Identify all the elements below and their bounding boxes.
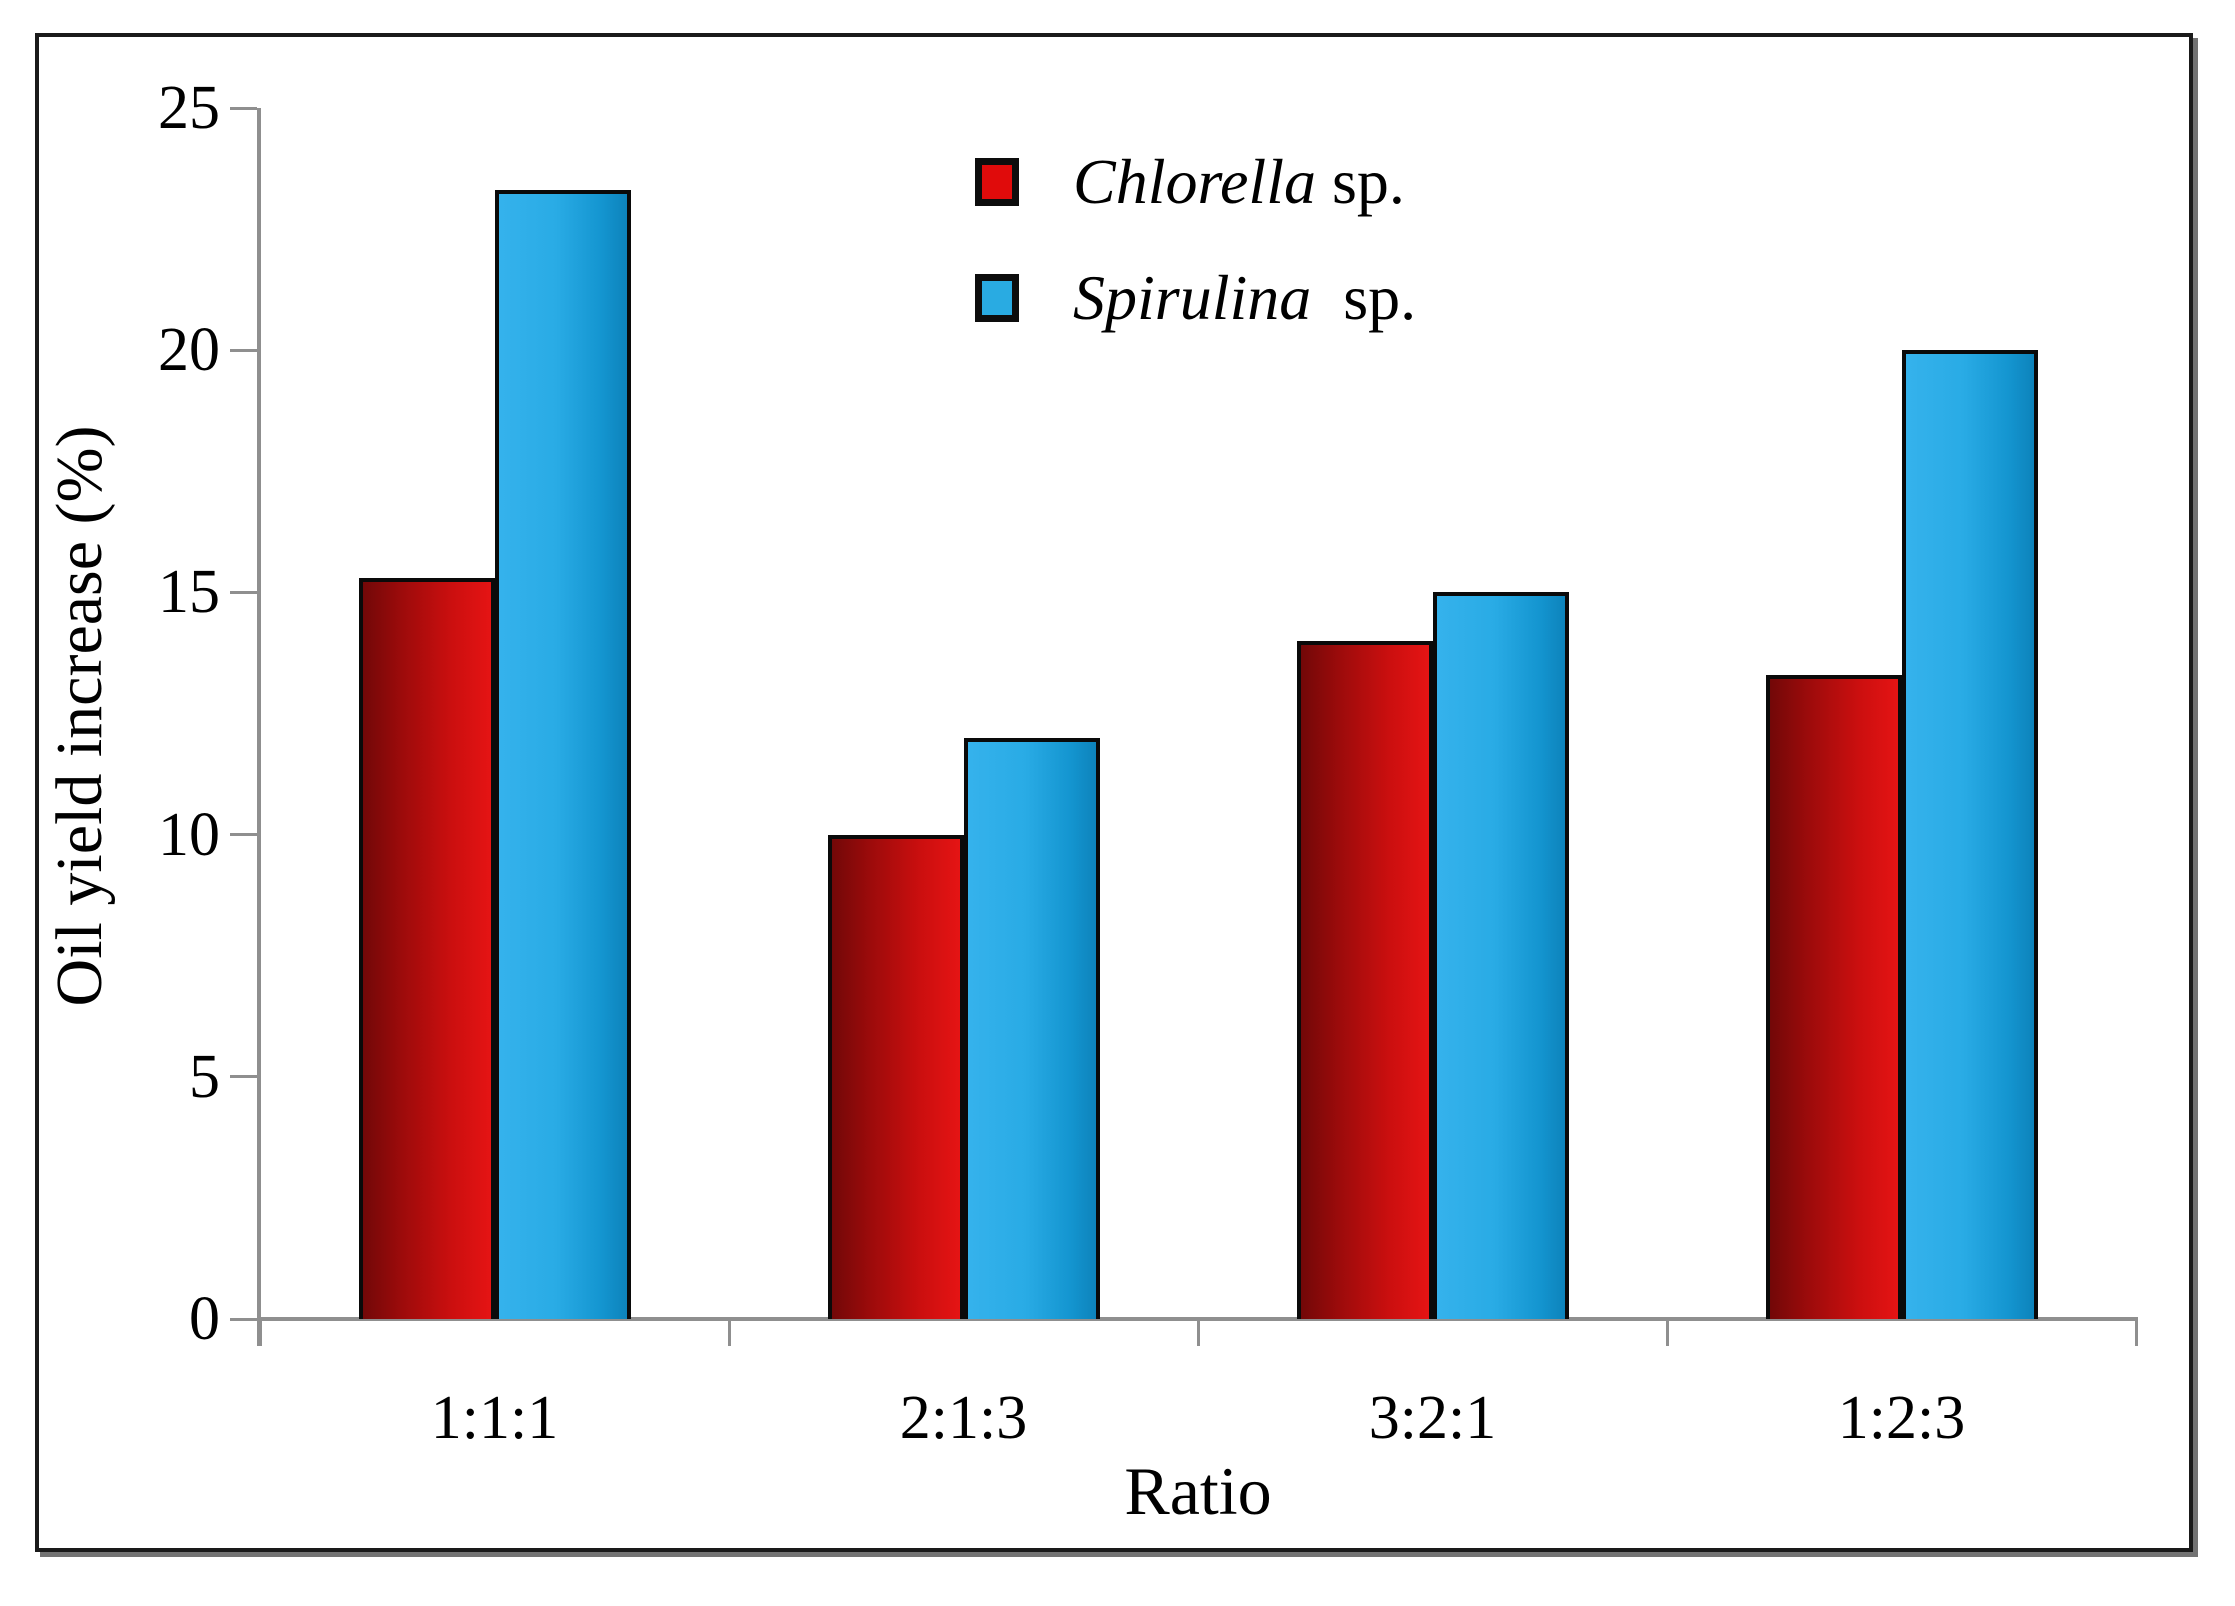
bar-chlorella-sp	[358, 577, 495, 1319]
x-tick-mark	[727, 1317, 731, 1346]
legend-swatch-chlorella	[975, 158, 1019, 206]
bar-spirulina-sp	[494, 190, 631, 1319]
bar-spirulina-sp	[1901, 350, 2038, 1319]
x-tick-mark	[258, 1317, 262, 1346]
y-tick-mark	[230, 1075, 257, 1079]
x-tick-mark	[1196, 1317, 1200, 1346]
bar-chlorella-sp	[1765, 674, 1902, 1319]
y-tick-mark	[230, 833, 257, 837]
y-tick-label: 10	[158, 800, 220, 869]
y-tick-label: 25	[158, 74, 220, 142]
x-tick-mark	[2134, 1317, 2138, 1346]
legend-suffix-chlorella: sp.	[1315, 146, 1405, 217]
y-axis-line	[257, 108, 261, 1346]
legend-suffix-spirulina: sp.	[1311, 262, 1417, 333]
bar-spirulina-sp	[1432, 592, 1569, 1319]
x-category-label: 1:1:1	[430, 1384, 559, 1452]
legend-item-chlorella: Chlorella sp.	[975, 138, 1416, 226]
y-tick-label: 0	[189, 1285, 220, 1353]
x-axis-title: Ratio	[1124, 1453, 1272, 1529]
y-tick-mark	[230, 590, 257, 594]
y-tick-mark	[230, 1317, 257, 1321]
y-tick-label: 5	[189, 1042, 220, 1111]
legend-label-spirulina: Spirulina sp.	[1073, 261, 1416, 335]
y-axis-title: Oil yield increase (%)	[43, 425, 116, 1007]
legend-genus-chlorella: Chlorella	[1073, 146, 1316, 217]
legend-item-spirulina: Spirulina sp.	[975, 254, 1416, 342]
x-category-label: 2:1:3	[899, 1384, 1028, 1452]
x-tick-mark	[1665, 1317, 1669, 1346]
x-category-label: 1:2:3	[1837, 1384, 1966, 1452]
y-tick-mark	[230, 106, 257, 110]
bar-chlorella-sp	[827, 834, 964, 1319]
y-tick-mark	[230, 348, 257, 352]
bar-chlorella-sp	[1296, 640, 1433, 1319]
legend-swatch-spirulina	[975, 274, 1019, 322]
y-tick-label: 20	[158, 316, 220, 385]
bar-spirulina-sp	[963, 737, 1100, 1319]
legend-label-chlorella: Chlorella sp.	[1073, 145, 1405, 219]
x-category-label: 3:2:1	[1368, 1384, 1497, 1452]
legend: Chlorella sp. Spirulina sp.	[975, 138, 1416, 370]
y-tick-label: 15	[158, 558, 220, 627]
legend-genus-spirulina: Spirulina	[1073, 262, 1312, 333]
